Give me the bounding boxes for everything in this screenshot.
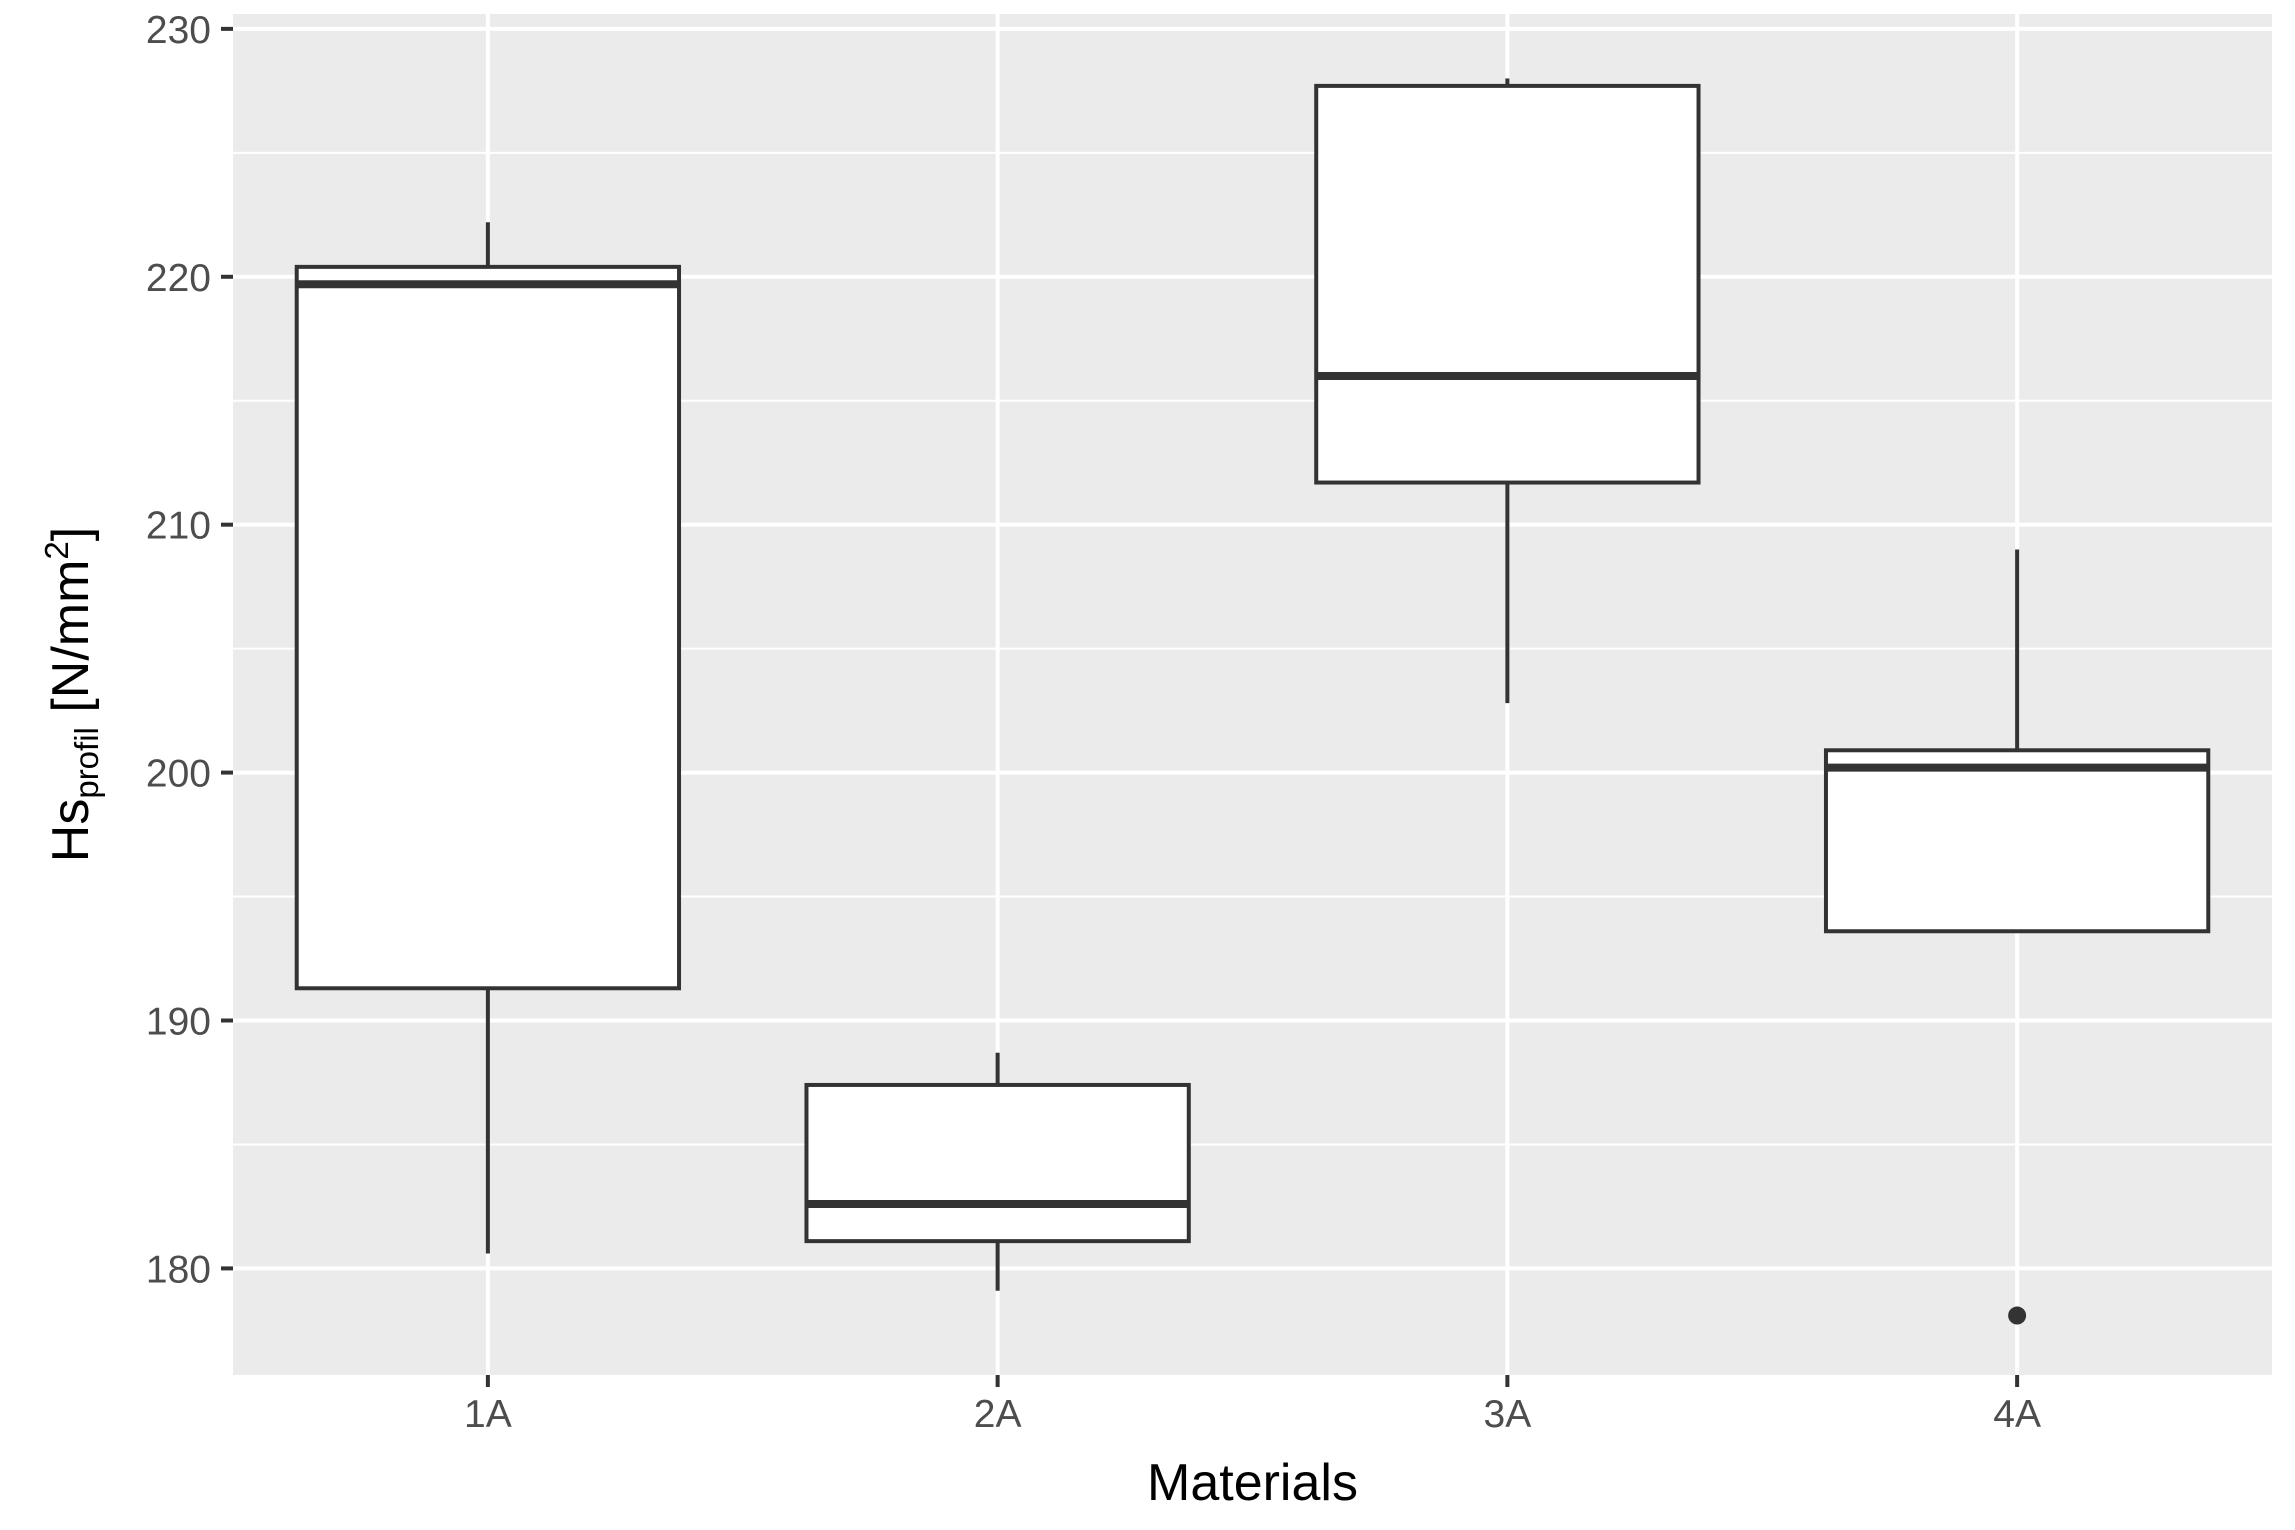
y-axis: 180 190 200 210 220 230 [146, 9, 233, 1291]
x-tick-label: 4A [1993, 1393, 2041, 1436]
box-body [1314, 83, 1701, 485]
x-tick-label: 2A [974, 1393, 1022, 1436]
box-body [1823, 748, 2211, 934]
x-tick-label: 1A [464, 1393, 512, 1436]
x-axis: 1A 2A 3A 4A [464, 1375, 2041, 1436]
box-1A [294, 222, 682, 1254]
y-axis-title-unit-prefix: [N/mm [42, 560, 100, 728]
y-axis-title-superscript: 2 [38, 541, 75, 559]
box-body [294, 264, 682, 991]
box-body [804, 1082, 1191, 1244]
x-axis-title: Materials [1147, 1454, 1358, 1512]
y-axis-title-unit-suffix: ] [42, 527, 100, 541]
y-tick-label: 210 [146, 505, 211, 548]
y-axis-title-main: Hs [42, 799, 100, 863]
y-tick-label: 190 [146, 1000, 211, 1043]
outlier-point [2008, 1306, 2027, 1325]
y-axis-title: Hsprofil [N/mm2] [38, 527, 105, 862]
y-tick-label: 200 [146, 753, 211, 796]
x-tick-label: 3A [1484, 1393, 1532, 1436]
y-tick-label: 180 [146, 1248, 211, 1291]
boxes-layer [294, 78, 2211, 1325]
box-4A [1823, 549, 2211, 1325]
box-3A [1314, 78, 1701, 704]
y-axis-title-subscript: profil [68, 727, 105, 799]
y-tick-label: 230 [146, 9, 211, 52]
y-tick-label: 220 [146, 257, 211, 300]
box-2A [804, 1052, 1191, 1291]
